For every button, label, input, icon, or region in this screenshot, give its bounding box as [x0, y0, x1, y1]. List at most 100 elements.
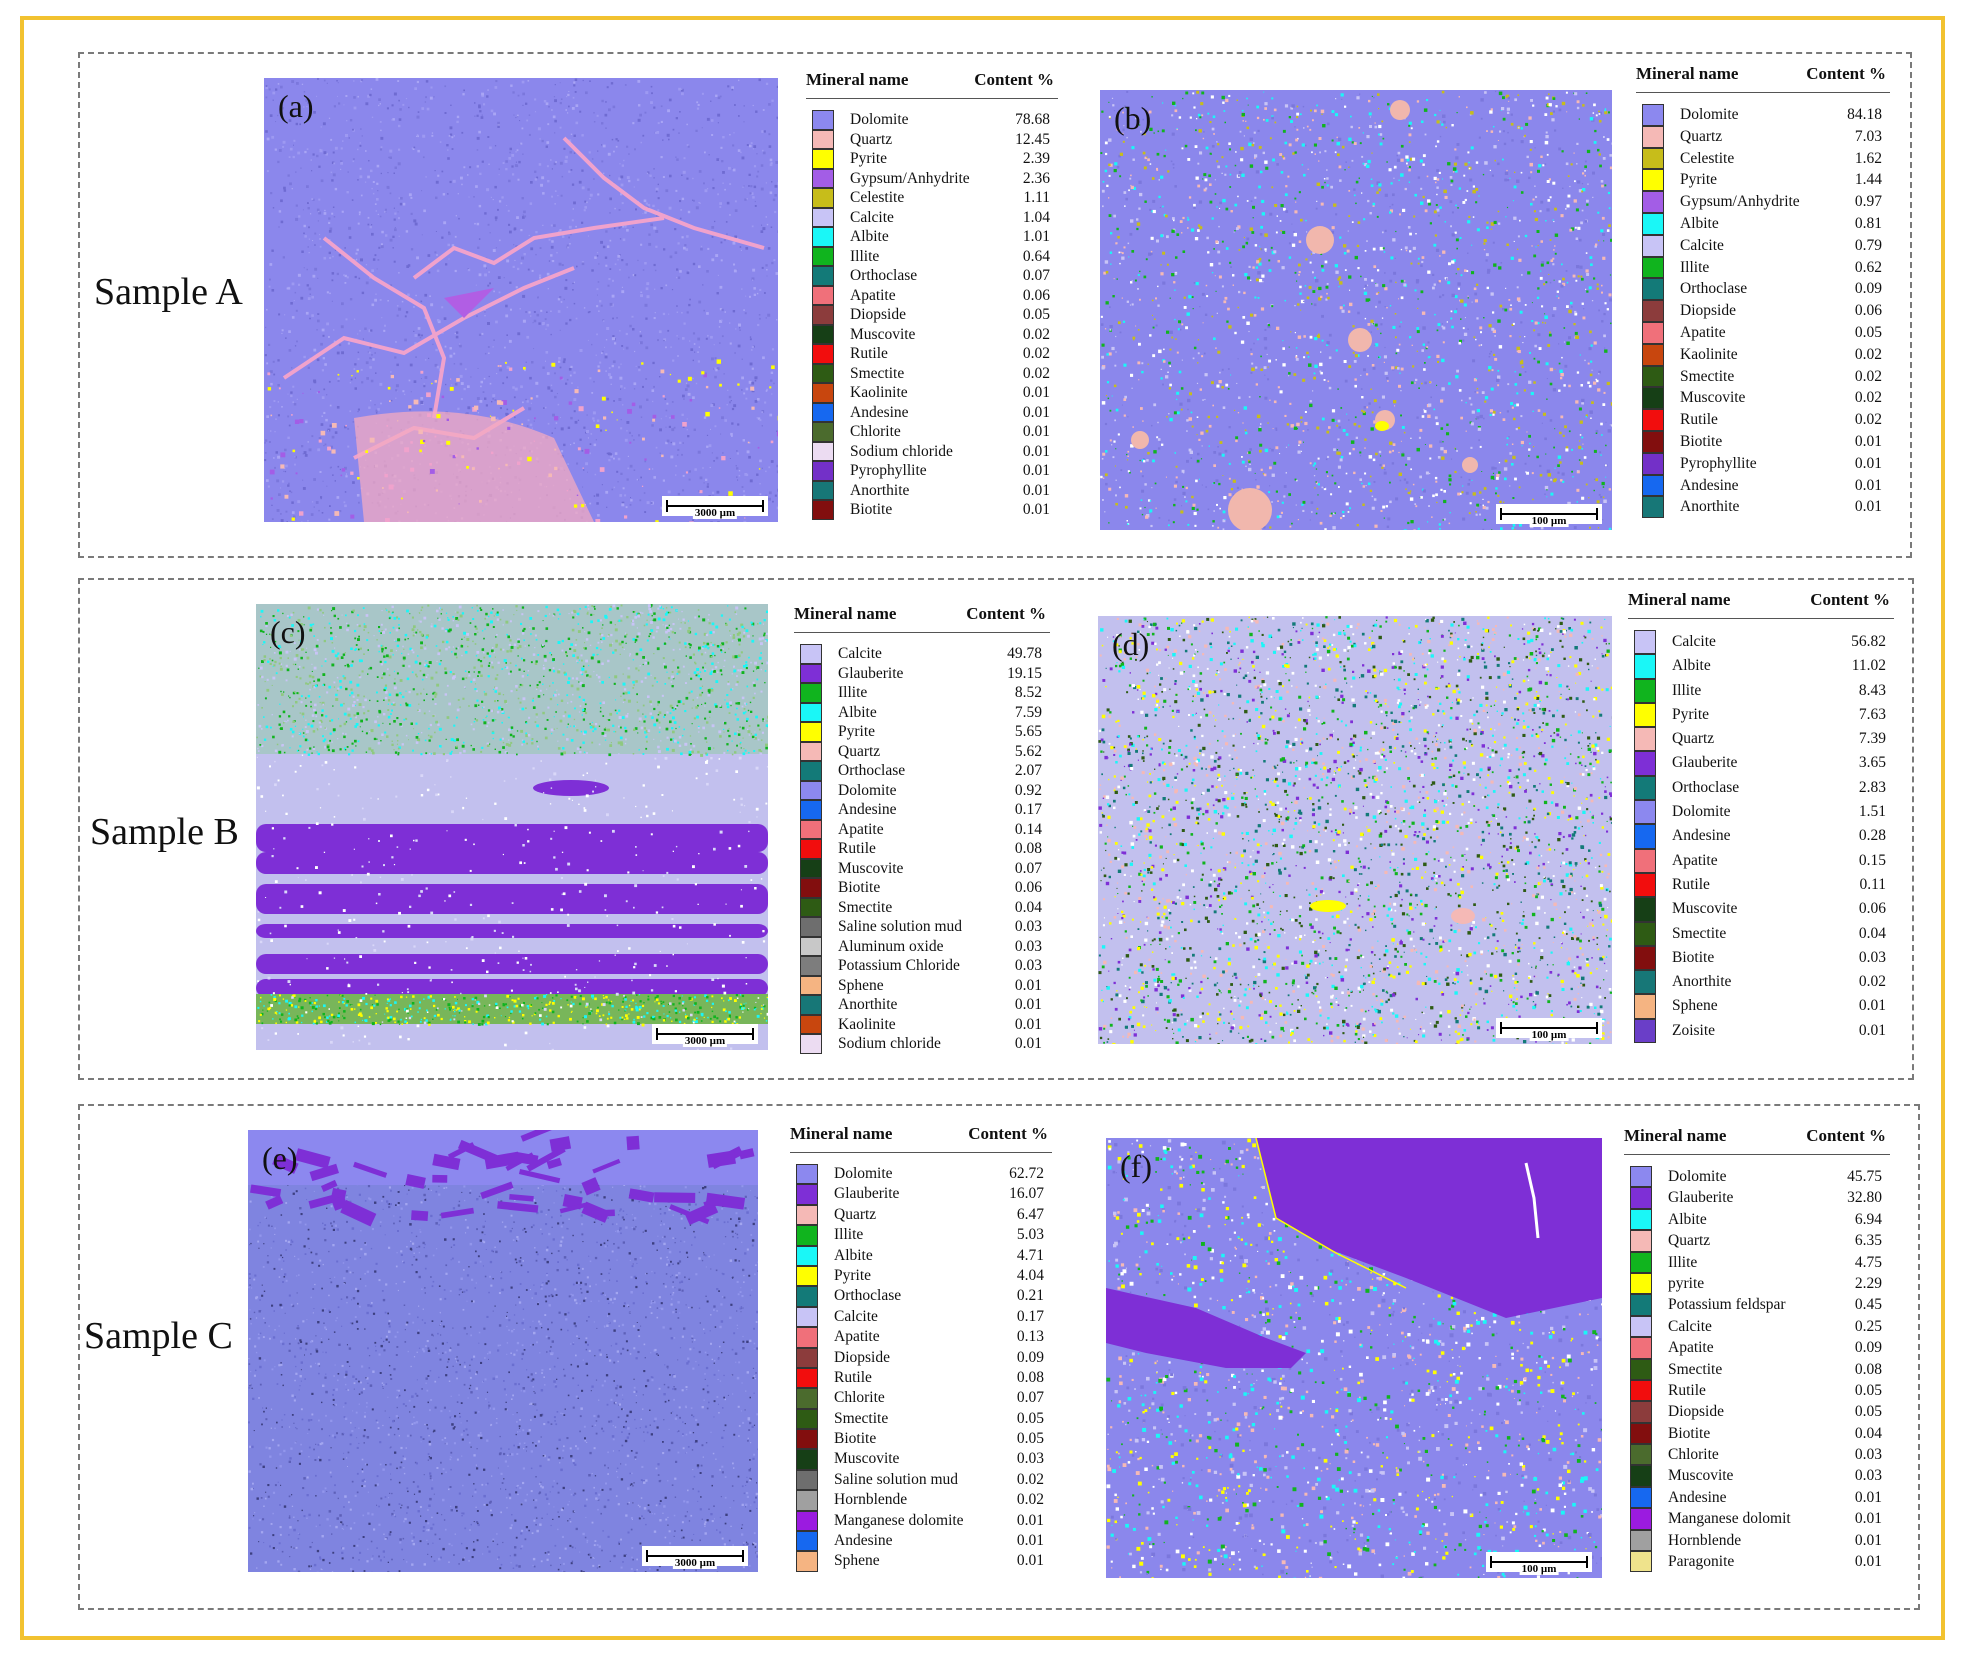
- grain: [449, 386, 454, 391]
- grain: [1151, 487, 1153, 489]
- grain: [672, 442, 676, 446]
- grain: [1333, 448, 1336, 452]
- grain: [1117, 236, 1120, 239]
- grain: [1314, 487, 1316, 489]
- grain: [1230, 210, 1233, 213]
- grain: [1315, 481, 1317, 483]
- grain: [413, 399, 419, 405]
- grain: [621, 501, 625, 505]
- grain: [329, 404, 332, 407]
- grain: [1546, 208, 1550, 212]
- grain: [772, 198, 776, 202]
- grain: [1518, 299, 1521, 303]
- grain: [303, 91, 306, 93]
- grain: [1593, 381, 1597, 385]
- grain: [681, 312, 683, 314]
- grain: [1205, 429, 1209, 433]
- grain: [554, 132, 556, 134]
- grain: [667, 109, 670, 113]
- grain: [1158, 179, 1160, 181]
- grain: [521, 80, 525, 84]
- legend-row: Diopside 0.05: [806, 305, 1058, 325]
- grain: [569, 150, 573, 154]
- grain: [645, 346, 649, 350]
- grain: [1307, 168, 1309, 170]
- grain: [1548, 273, 1550, 275]
- grain: [353, 106, 357, 110]
- grain: [357, 408, 360, 411]
- grain: [1558, 280, 1561, 283]
- grain: [1123, 246, 1126, 249]
- grain: [520, 262, 523, 265]
- grain: [1557, 464, 1560, 467]
- grain: [676, 311, 679, 313]
- grain: [1462, 517, 1466, 521]
- mineral-content: 0.05: [1022, 306, 1050, 323]
- mineral-name: Rutile: [1680, 411, 1718, 429]
- grain: [737, 149, 741, 152]
- grain: [1436, 354, 1440, 358]
- grain: [308, 287, 312, 291]
- grain: [1574, 310, 1577, 314]
- grain: [381, 230, 384, 234]
- grain: [322, 122, 326, 126]
- grain: [427, 413, 431, 417]
- grain: [1536, 296, 1540, 299]
- grain: [480, 609, 483, 611]
- grain: [1378, 356, 1380, 358]
- grain: [428, 271, 431, 274]
- grain: [509, 230, 512, 234]
- grain: [305, 311, 309, 315]
- grain: [502, 382, 505, 385]
- grain: [1520, 140, 1524, 144]
- grain: [1108, 101, 1110, 103]
- grain: [1347, 230, 1349, 232]
- grain: [1175, 476, 1178, 479]
- grain: [723, 239, 726, 242]
- legend-row: Orthoclase 0.09: [1636, 278, 1890, 301]
- grain: [1552, 219, 1554, 221]
- grain: [522, 319, 526, 323]
- grain: [1426, 175, 1429, 178]
- grain: [1215, 240, 1219, 244]
- grain: [1594, 478, 1596, 481]
- grain: [1602, 486, 1605, 488]
- grain: [483, 103, 486, 106]
- grain: [1306, 296, 1310, 300]
- grain: [1284, 193, 1288, 197]
- grain: [529, 202, 533, 205]
- legend-row: Orthoclase 0.07: [806, 266, 1058, 286]
- grain: [1248, 467, 1252, 472]
- grain: [1336, 141, 1340, 146]
- grain: [736, 476, 738, 478]
- grain: [1197, 162, 1200, 165]
- grain: [1268, 269, 1272, 272]
- grain: [570, 233, 572, 236]
- grain: [372, 358, 375, 361]
- grain: [523, 210, 526, 214]
- grain: [375, 210, 377, 212]
- grain: [1406, 158, 1410, 162]
- grain: [423, 385, 426, 388]
- grain: [1576, 265, 1580, 269]
- grain: [344, 504, 347, 508]
- grain: [284, 467, 286, 470]
- grain: [331, 179, 334, 182]
- grain: [302, 209, 304, 211]
- grain: [1582, 172, 1585, 175]
- grain: [1553, 249, 1555, 251]
- grain: [665, 415, 667, 417]
- grain: [1353, 142, 1357, 145]
- grain: [1328, 333, 1332, 337]
- legend-row: Gypsum/Anhydrite 0.97: [1636, 191, 1890, 213]
- grain: [413, 306, 415, 308]
- grain: [710, 335, 713, 339]
- grain: [1219, 507, 1221, 510]
- grain: [1558, 389, 1561, 392]
- grain: [1205, 146, 1209, 150]
- grain: [617, 259, 619, 261]
- grain: [1428, 202, 1432, 206]
- grain: [1126, 300, 1129, 303]
- legend-row: Apatite 0.05: [1636, 321, 1890, 344]
- grain: [612, 279, 614, 282]
